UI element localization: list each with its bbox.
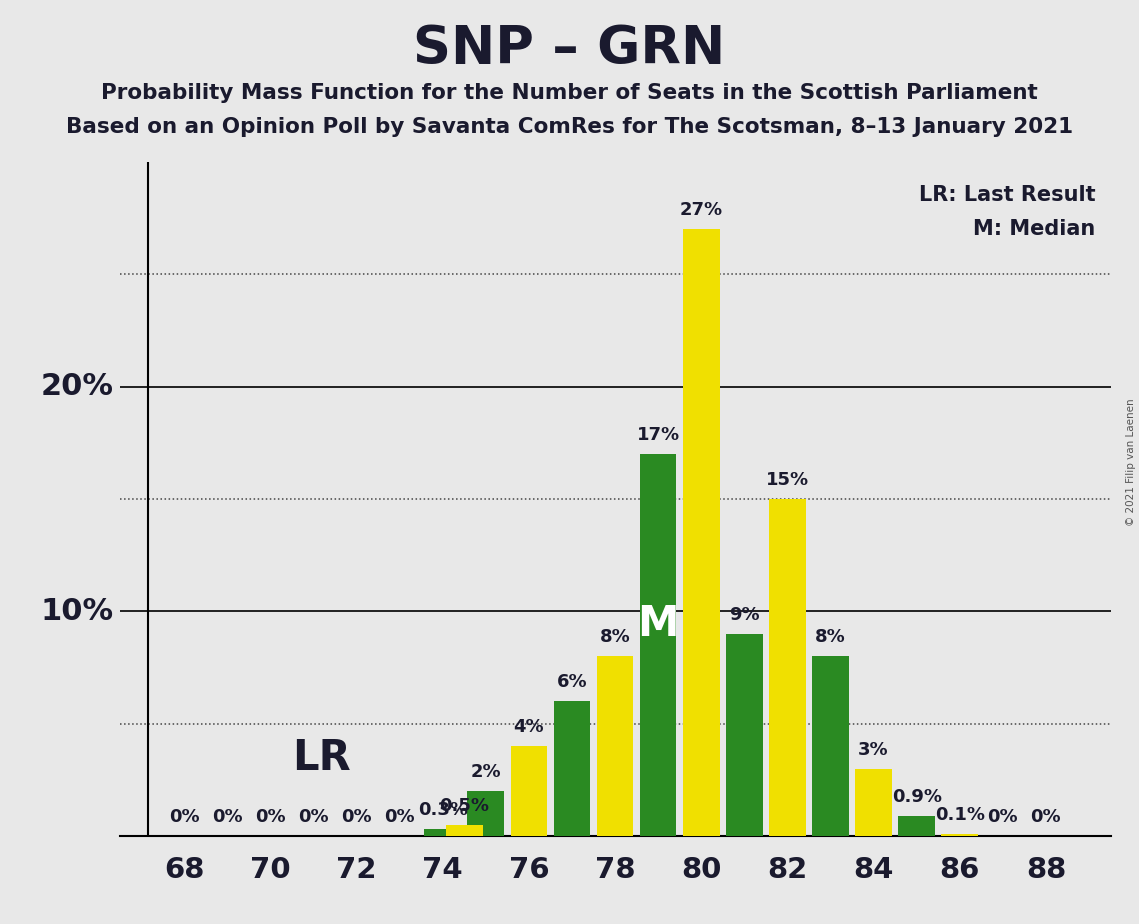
Bar (425, 830, 461, 836)
Text: 0%: 0% (342, 808, 371, 826)
Bar (769, 499, 805, 836)
Bar (510, 747, 547, 836)
Text: 0.9%: 0.9% (892, 788, 942, 806)
Bar (899, 816, 935, 836)
Text: 0%: 0% (255, 808, 286, 826)
Text: 0%: 0% (212, 808, 243, 826)
Text: 0%: 0% (384, 808, 415, 826)
Bar (597, 656, 633, 836)
Bar (554, 701, 590, 836)
Bar (942, 834, 978, 836)
Text: 10%: 10% (40, 597, 113, 626)
Text: Probability Mass Function for the Number of Seats in the Scottish Parliament: Probability Mass Function for the Number… (101, 83, 1038, 103)
Text: 0%: 0% (988, 808, 1018, 826)
Text: 8%: 8% (600, 628, 630, 646)
Text: 2%: 2% (470, 763, 501, 781)
Bar (855, 769, 892, 836)
Text: LR: LR (292, 736, 351, 779)
Text: 0.5%: 0.5% (440, 796, 490, 815)
Text: 0%: 0% (1031, 808, 1062, 826)
Bar (640, 454, 677, 836)
Text: 6%: 6% (557, 674, 588, 691)
Text: 4%: 4% (514, 718, 544, 736)
Text: LR: Last Result: LR: Last Result (919, 186, 1096, 205)
Bar (726, 634, 763, 836)
Text: 8%: 8% (816, 628, 846, 646)
Text: 0.1%: 0.1% (935, 806, 985, 824)
Text: 17%: 17% (637, 426, 680, 444)
Bar (467, 791, 505, 836)
Text: 15%: 15% (765, 471, 809, 489)
Text: 3%: 3% (859, 741, 888, 759)
Bar (446, 825, 483, 836)
Text: Based on an Opinion Poll by Savanta ComRes for The Scotsman, 8–13 January 2021: Based on an Opinion Poll by Savanta ComR… (66, 117, 1073, 138)
Text: 0%: 0% (169, 808, 199, 826)
Text: 0%: 0% (298, 808, 329, 826)
Bar (683, 229, 720, 836)
Text: 0.3%: 0.3% (418, 801, 468, 820)
Text: 9%: 9% (729, 606, 760, 624)
Bar (812, 656, 849, 836)
Text: SNP – GRN: SNP – GRN (413, 23, 726, 75)
Text: 27%: 27% (680, 201, 723, 219)
Text: © 2021 Filip van Laenen: © 2021 Filip van Laenen (1126, 398, 1136, 526)
Text: M: M (638, 603, 679, 645)
Text: M: Median: M: Median (974, 219, 1096, 239)
Text: 20%: 20% (40, 372, 113, 401)
